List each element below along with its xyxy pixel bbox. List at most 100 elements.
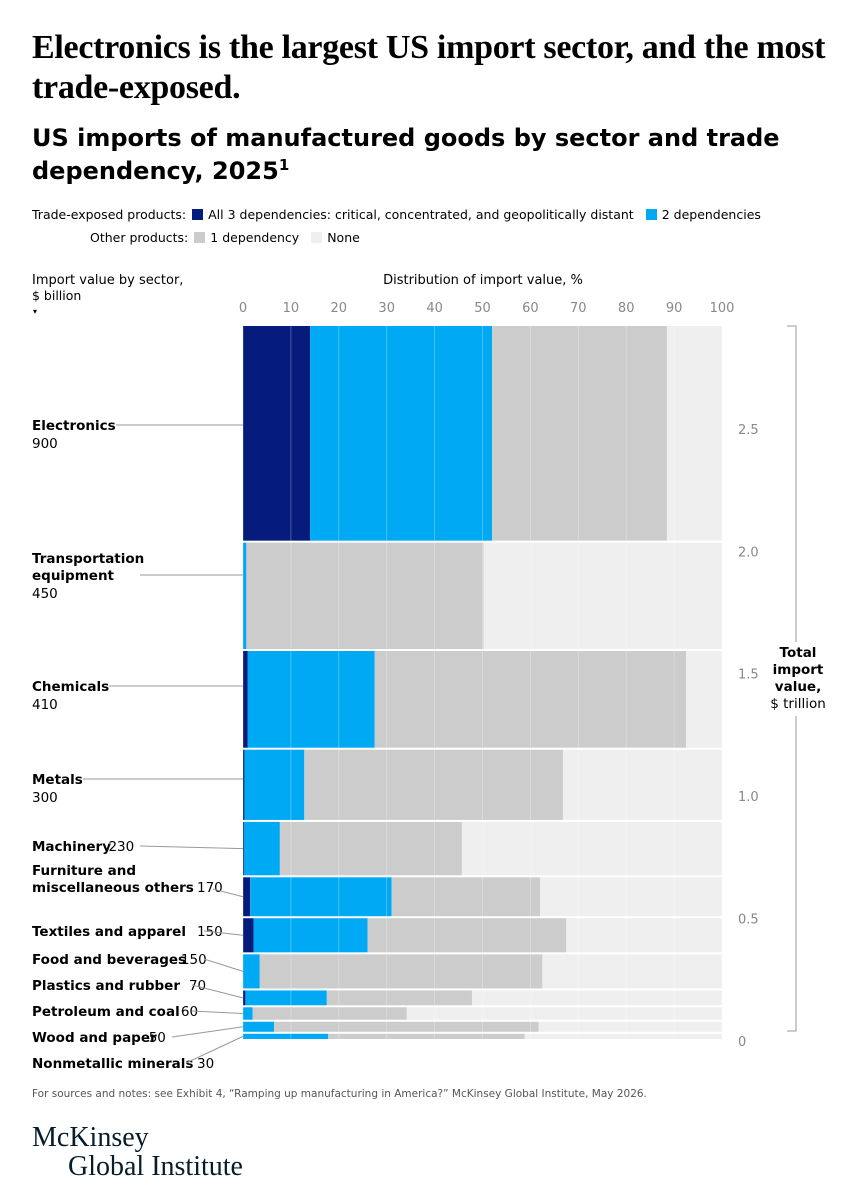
legend-group-label-other: Other products: — [90, 230, 189, 245]
legend-label-two-dependencies: 2 dependencies — [661, 207, 761, 222]
down-arrow-icon: ▾ — [33, 307, 37, 316]
x-tick-label-80: 80 — [618, 301, 635, 316]
legend-label-three-dependencies: All 3 dependencies: critical, concentrat… — [208, 207, 634, 222]
sector-value-furniture-and-miscellaneous-others: 170 — [197, 880, 223, 896]
bar-segment-furniture-and-miscellaneous-others-none — [539, 877, 722, 917]
right-axis-title-line-1: Total — [780, 645, 817, 661]
bar-segment-machinery-2-dependencies — [243, 821, 280, 876]
headline: Electronics is the largest US import sec… — [32, 29, 826, 106]
bar-segment-petroleum-and-coal-2-dependencies — [243, 1007, 253, 1020]
x-tick-label-50: 50 — [474, 301, 491, 316]
sector-value-electronics: 900 — [32, 436, 58, 452]
leader-line-food-and-beverages — [203, 958, 244, 972]
x-axis-title: Distribution of import value, % — [383, 273, 583, 288]
x-tick-label-0: 0 — [239, 301, 247, 316]
x-tick-label-100: 100 — [710, 301, 735, 316]
bar-segment-electronics-none — [666, 326, 722, 541]
subtitle-footnote-marker: 1 — [278, 156, 290, 174]
leader-line-machinery — [139, 845, 244, 850]
bar-segment-metals-1-dependency — [304, 749, 563, 820]
legend-swatch-two-dependencies — [645, 209, 657, 220]
bar-segment-textiles-and-apparel-all-3-dependencies — [243, 918, 254, 953]
legend-item-three-dependencies: All 3 dependencies: critical, concentrat… — [192, 207, 634, 222]
legend-swatch-none — [311, 232, 323, 243]
source-footnote: For sources and notes: see Exhibit 4, “R… — [32, 1088, 647, 1100]
bar-segment-wood-and-paper-1-dependency — [274, 1021, 539, 1032]
bar-segment-food-and-beverages-2-dependencies — [243, 954, 260, 989]
right-tick-label-2-0: 2.0 — [738, 545, 759, 560]
sector-label-machinery: Machinery — [32, 839, 111, 855]
bar-segment-food-and-beverages-none — [542, 954, 722, 989]
sector-label-transportation-equipment-line-1: Transportation — [32, 551, 144, 567]
bar-segment-wood-and-paper-2-dependencies — [243, 1021, 275, 1032]
bar-segment-chemicals-2-dependencies — [247, 651, 375, 748]
x-tick-label-60: 60 — [522, 301, 539, 316]
bar-segment-textiles-and-apparel-none — [566, 918, 722, 953]
legend-swatch-three-dependencies — [192, 209, 204, 220]
bar-segment-metals-none — [562, 749, 722, 820]
sector-label-nonmetallic-minerals: Nonmetallic minerals — [32, 1056, 193, 1072]
bar-segment-electronics-2-dependencies — [310, 326, 493, 541]
legend-item-none: None — [311, 230, 360, 245]
legend-label-none: None — [327, 230, 360, 245]
sector-value-nonmetallic-minerals: 30 — [197, 1056, 214, 1072]
right-axis-title-line-4: $ trillion — [770, 696, 826, 712]
sector-label-wood-and-paper: Wood and paper — [32, 1030, 157, 1046]
sector-value-machinery: 230 — [108, 839, 134, 855]
bar-segment-furniture-and-miscellaneous-others-all-3-dependencies — [243, 877, 251, 917]
bar-segment-metals-2-dependencies — [244, 749, 305, 820]
bar-segment-petroleum-and-coal-1-dependency — [252, 1007, 407, 1020]
right-tick-label-0: 0 — [738, 1035, 746, 1050]
bar-segment-plastics-and-rubber-1-dependency — [326, 990, 472, 1006]
bar-segment-furniture-and-miscellaneous-others-2-dependencies — [250, 877, 392, 917]
bar-segment-nonmetallic-minerals-2-dependencies — [243, 1033, 329, 1039]
legend-row-other: Other products: 1 dependency None — [90, 230, 372, 245]
bar-segment-plastics-and-rubber-none — [471, 990, 722, 1006]
legend-group-label-trade-exposed: Trade-exposed products: — [32, 207, 187, 222]
x-tick-label-90: 90 — [666, 301, 683, 316]
bar-segment-furniture-and-miscellaneous-others-1-dependency — [391, 877, 540, 917]
sector-label-textiles-and-apparel: Textiles and apparel — [32, 924, 186, 940]
legend-label-one-dependency: 1 dependency — [210, 230, 300, 245]
sector-value-petroleum-and-coal: 60 — [181, 1004, 198, 1020]
right-tick-label-1-0: 1.0 — [738, 790, 759, 805]
bar-segment-electronics-all-3-dependencies — [243, 326, 311, 541]
sector-value-metals: 300 — [32, 790, 58, 806]
brand-logo: McKinsey Global Institute — [32, 1123, 243, 1181]
x-tick-label-20: 20 — [331, 301, 348, 316]
legend-item-one-dependency: 1 dependency — [194, 230, 299, 245]
x-tick-label-40: 40 — [426, 301, 443, 316]
x-tick-label-70: 70 — [570, 301, 587, 316]
bar-segment-nonmetallic-minerals-none — [524, 1033, 722, 1039]
brand-line-1: McKinsey — [32, 1122, 149, 1153]
leader-line-plastics-and-rubber — [191, 984, 244, 999]
right-tick-label-1-5: 1.5 — [738, 668, 759, 683]
sector-value-transportation-equipment: 450 — [32, 586, 58, 602]
leader-line-wood-and-paper — [171, 1026, 244, 1038]
bar-segment-machinery-1-dependency — [279, 821, 462, 876]
chart-subtitle: US imports of manufactured goods by sect… — [32, 122, 822, 188]
bar-segment-textiles-and-apparel-1-dependency — [367, 918, 567, 953]
marimekko-chart: Distribution of import value, % Import va… — [32, 273, 834, 1072]
bar-segment-chemicals-all-3-dependencies — [243, 651, 248, 748]
sector-label-petroleum-and-coal: Petroleum and coal — [32, 1004, 180, 1020]
bar-segment-chemicals-none — [686, 651, 722, 748]
bar-segment-machinery-none — [461, 821, 722, 876]
legend-swatch-one-dependency — [194, 232, 206, 243]
bar-segment-wood-and-paper-none — [538, 1021, 722, 1032]
sector-label-plastics-and-rubber: Plastics and rubber — [32, 978, 180, 994]
sector-label-metals: Metals — [32, 772, 83, 788]
x-tick-label-10: 10 — [283, 301, 300, 316]
sector-label-electronics: Electronics — [32, 418, 116, 434]
right-axis-title-background — [764, 642, 834, 716]
sector-value-food-and-beverages: 150 — [181, 952, 207, 968]
bar-segment-textiles-and-apparel-2-dependencies — [253, 918, 368, 953]
sector-label-furniture-and-miscellaneous-others-line-2: miscellaneous others — [32, 880, 194, 896]
bar-segment-metals-all-3-dependencies — [243, 749, 245, 820]
right-tick-label-2-5: 2.5 — [738, 423, 759, 438]
left-axis-unit: $ billion — [32, 288, 81, 303]
bar-segment-chemicals-1-dependency — [374, 651, 687, 748]
bar-segment-transportation-equipment-2-dependencies — [243, 542, 247, 649]
right-axis-title-line-2: import — [773, 662, 824, 678]
